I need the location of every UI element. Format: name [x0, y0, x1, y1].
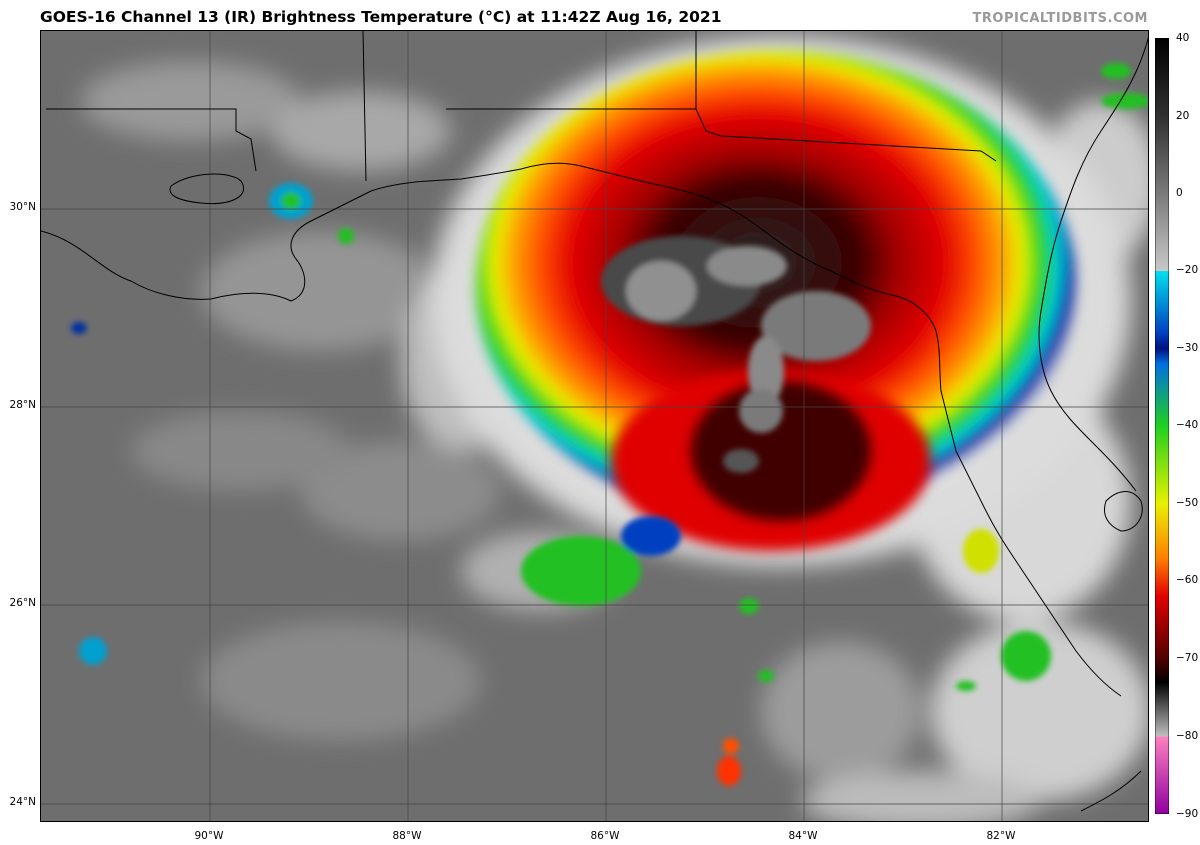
graticule: [41, 31, 1148, 821]
lon-label-90w: 90°W: [194, 830, 224, 842]
lat-label-30n: 30°N: [9, 201, 36, 213]
lon-label-84w: 84°W: [788, 830, 818, 842]
colorbar-label: 40: [1176, 32, 1190, 44]
lon-label-82w: 82°W: [986, 830, 1016, 842]
colorbar-label: −60: [1176, 574, 1199, 586]
colorbar-label: −80: [1176, 730, 1199, 742]
lat-label-28n: 28°N: [9, 399, 36, 411]
colorbar-label: −20: [1176, 264, 1199, 276]
colorbar-label: −90: [1176, 808, 1199, 820]
lat-label-24n: 24°N: [9, 796, 36, 808]
temperature-colorbar: [1155, 38, 1169, 814]
satellite-map[interactable]: [40, 30, 1149, 822]
convective-cells: [71, 63, 1148, 786]
map-title: GOES-16 Channel 13 (IR) Brightness Tempe…: [40, 8, 722, 26]
coastlines: [41, 31, 1148, 812]
lon-label-86w: 86°W: [590, 830, 620, 842]
colorbar-label: −50: [1176, 497, 1199, 509]
colorbar-label: −30: [1176, 342, 1199, 354]
colorbar-label: −40: [1176, 419, 1199, 431]
source-credit: TROPICALTIDBITS.COM: [972, 11, 1148, 26]
colorbar-label: −70: [1176, 652, 1199, 664]
cold-cloud-tops: [601, 236, 871, 473]
lon-label-88w: 88°W: [392, 830, 422, 842]
lat-label-26n: 26°N: [9, 597, 36, 609]
satellite-image: [41, 31, 1148, 821]
colorbar-label: 0: [1176, 187, 1183, 199]
storm-main-body: [476, 51, 1076, 521]
colorbar-label: 20: [1176, 110, 1190, 122]
